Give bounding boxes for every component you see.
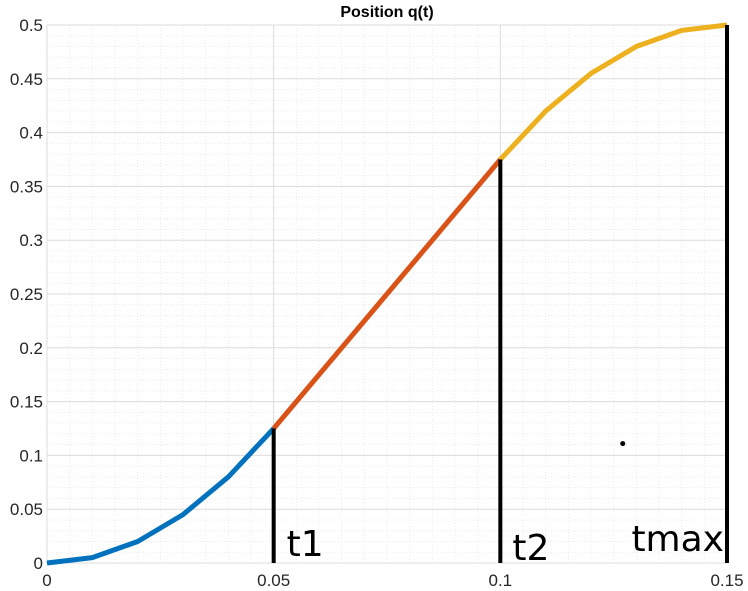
y-tick-label: 0 xyxy=(34,554,43,573)
x-tick-label: 0 xyxy=(42,571,51,590)
marker-label-t1: t1 xyxy=(287,524,324,565)
y-tick-label: 0.3 xyxy=(19,231,43,250)
y-tick-label: 0.15 xyxy=(10,393,43,412)
marker-layer: t1 t2 tmax xyxy=(271,25,729,569)
x-tick-label: 0.1 xyxy=(489,571,513,590)
x-tick-label: 0.15 xyxy=(710,571,743,590)
marker-label-t2: t2 xyxy=(512,528,549,569)
series-line-1 xyxy=(46,426,276,566)
y-tick-label: 0.4 xyxy=(19,124,43,143)
series-layer xyxy=(46,22,728,566)
marker-label-tmax: tmax xyxy=(631,519,724,560)
series-line-2 xyxy=(271,157,503,431)
y-tick-label: 0.25 xyxy=(10,285,43,304)
annotation-dot xyxy=(620,441,626,447)
tick-layer: 0 0.05 0.1 0.15 0 0.05 0.1 0.15 0.2 0.25 0.3 0.35 0.… xyxy=(10,16,744,590)
chart-title: Position q(t) xyxy=(340,4,433,21)
y-tick-label: 0.5 xyxy=(19,16,43,35)
series-line-3 xyxy=(498,22,728,162)
y-tick-label: 0.2 xyxy=(19,339,43,358)
y-tick-label: 0.35 xyxy=(10,177,43,196)
y-tick-label: 0.05 xyxy=(10,500,43,519)
x-tick-label: 0.05 xyxy=(257,571,290,590)
minor-grid xyxy=(47,25,727,563)
y-tick-label: 0.45 xyxy=(10,70,43,89)
y-tick-label: 0.1 xyxy=(19,446,43,465)
